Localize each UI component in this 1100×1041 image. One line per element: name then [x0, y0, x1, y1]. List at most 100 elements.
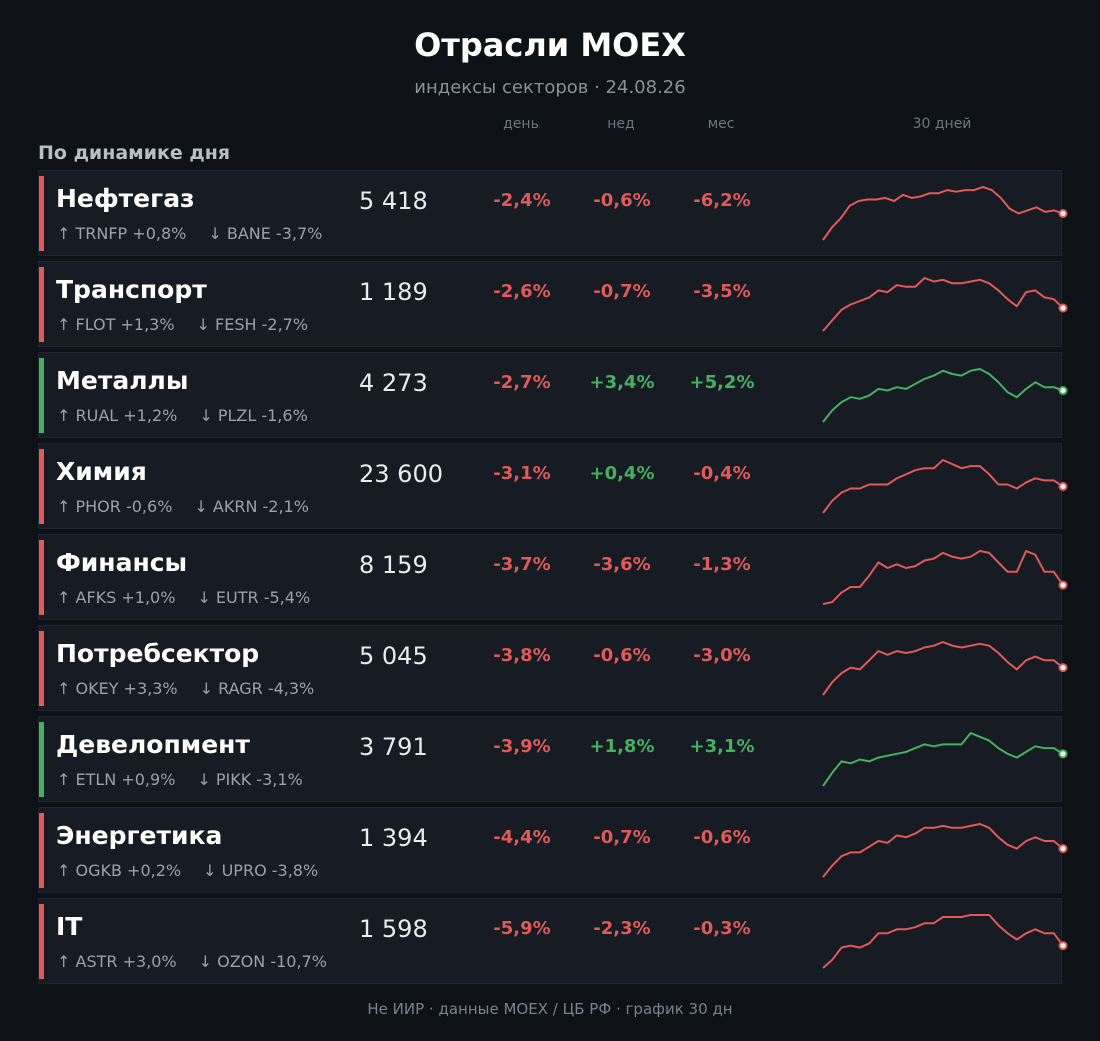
change-week: +0,4%: [589, 463, 655, 484]
trend-bar: [39, 358, 44, 433]
trend-bar: [39, 813, 44, 888]
sparkline-last-point: [1058, 663, 1068, 673]
section-label: По динамике дня: [38, 142, 231, 164]
trend-bar: [39, 176, 44, 251]
top-movers: ↑ RUAL +1,2% ↓ PLZL -1,6%: [57, 406, 308, 425]
column-header-month: мес: [707, 116, 735, 132]
sector-row[interactable]: Нефтегаз ↑ TRNFP +0,8% ↓ BANE -3,7% 5 418 -2…: [38, 170, 1068, 256]
change-day: -2,6%: [493, 281, 551, 302]
change-week: -0,7%: [593, 281, 651, 302]
sector-name: Нефтегаз: [56, 184, 195, 213]
sparkline-path: [822, 368, 1064, 423]
sparkline-path: [822, 277, 1064, 332]
top-loser: ↓ AKRN -2,1%: [194, 497, 309, 516]
change-month: -0,3%: [693, 918, 751, 939]
sector-list: Нефтегаз ↑ TRNFP +0,8% ↓ BANE -3,7% 5 418 -2…: [38, 170, 1068, 989]
sparkline-30-days: [822, 732, 1068, 787]
sparkline-last-point: [1058, 482, 1068, 491]
sector-name: Химия: [56, 457, 147, 486]
trend-bar: [39, 540, 44, 615]
page-subtitle: индексы секторов · 24.08.26: [414, 77, 686, 98]
sector-row[interactable]: Металлы ↑ RUAL +1,2% ↓ PLZL -1,6% 4 273 -2,7…: [38, 352, 1068, 438]
top-loser: ↓ UPRO -3,8%: [203, 861, 319, 880]
sparkline-30-days: [822, 823, 1068, 878]
index-value: 4 273: [359, 369, 428, 397]
trend-bar: [39, 631, 44, 706]
top-gainer: ↑ ASTR +3,0%: [57, 952, 177, 971]
index-value: 5 418: [359, 187, 428, 215]
footer-note: Не ИИР · данные MOEX / ЦБ РФ · график 30…: [367, 1000, 733, 1018]
sparkline-30-days: [822, 368, 1068, 423]
sector-row[interactable]: Транспорт ↑ FLOT +1,3% ↓ FESH -2,7% 1 189 -2…: [38, 261, 1068, 347]
change-day: -3,8%: [493, 645, 551, 666]
change-week: -3,6%: [593, 554, 651, 575]
sector-row[interactable]: Энергетика ↑ OGKB +0,2% ↓ UPRO -3,8% 1 394 -…: [38, 807, 1068, 893]
sparkline-last-point: [1058, 209, 1068, 218]
trend-bar: [39, 904, 44, 979]
change-month: -6,2%: [693, 190, 751, 211]
index-value: 1 189: [359, 278, 428, 306]
change-week: +3,4%: [589, 372, 655, 393]
sparkline-path: [822, 459, 1064, 514]
index-value: 5 045: [359, 642, 428, 670]
top-gainer: ↑ OGKB +0,2%: [57, 861, 182, 880]
trend-bar: [39, 449, 44, 524]
sector-name: Девелопмент: [56, 730, 250, 759]
sparkline-30-days: [822, 186, 1068, 241]
top-gainer: ↑ RUAL +1,2%: [57, 406, 178, 425]
page-title: Отрасли MOEX: [414, 26, 686, 64]
top-gainer: ↑ FLOT +1,3%: [57, 315, 175, 334]
index-value: 1 598: [359, 915, 428, 943]
top-movers: ↑ AFKS +1,0% ↓ EUTR -5,4%: [57, 588, 310, 607]
sparkline-last-point: [1058, 941, 1068, 951]
top-gainer: ↑ TRNFP +0,8%: [57, 224, 187, 243]
change-day: -3,1%: [493, 463, 551, 484]
sparkline-30-days: [822, 459, 1068, 514]
change-week: +1,8%: [589, 736, 655, 757]
change-day: -3,7%: [493, 554, 551, 575]
change-month: -1,3%: [693, 554, 751, 575]
sector-name: Металлы: [56, 366, 189, 395]
change-day: -4,4%: [493, 827, 551, 848]
sparkline-30-days: [822, 914, 1068, 969]
change-month: +5,2%: [689, 372, 755, 393]
sector-row[interactable]: Финансы ↑ AFKS +1,0% ↓ EUTR -5,4% 8 159 -3,7…: [38, 534, 1068, 620]
sector-row[interactable]: Девелопмент ↑ ETLN +0,9% ↓ PIKK -3,1% 3 791…: [38, 716, 1068, 802]
change-month: -3,5%: [693, 281, 751, 302]
index-value: 23 600: [359, 460, 443, 488]
sparkline-30-days: [822, 277, 1068, 332]
top-loser: ↓ BANE -3,7%: [208, 224, 323, 243]
top-movers: ↑ OKEY +3,3% ↓ RAGR -4,3%: [57, 679, 314, 698]
sparkline-path: [822, 732, 1064, 787]
sector-row[interactable]: Химия ↑ PHOR -0,6% ↓ AKRN -2,1% 23 600 -3,1%…: [38, 443, 1068, 529]
sector-name: IT: [56, 912, 83, 941]
index-value: 8 159: [359, 551, 428, 579]
change-month: -3,0%: [693, 645, 751, 666]
top-gainer: ↑ PHOR -0,6%: [57, 497, 173, 516]
change-week: -0,6%: [593, 645, 651, 666]
sparkline-last-point: [1058, 386, 1068, 396]
top-gainer: ↑ ETLN +0,9%: [57, 770, 176, 789]
sparkline-last-point: [1058, 580, 1068, 590]
top-gainer: ↑ AFKS +1,0%: [57, 588, 176, 607]
sector-name: Финансы: [56, 548, 188, 577]
change-day: -2,7%: [493, 372, 551, 393]
sector-row[interactable]: IT ↑ ASTR +3,0% ↓ OZON -10,7% 1 598 -5,9% -2,…: [38, 898, 1068, 984]
sector-name: Потребсектор: [56, 639, 260, 668]
change-month: +3,1%: [689, 736, 755, 757]
sector-row[interactable]: Потребсектор ↑ OKEY +3,3% ↓ RAGR -4,3% 5 04…: [38, 625, 1068, 711]
change-month: -0,6%: [693, 827, 751, 848]
top-loser: ↓ PLZL -1,6%: [199, 406, 308, 425]
sparkline-path: [822, 823, 1064, 878]
top-loser: ↓ PIKK -3,1%: [197, 770, 303, 789]
column-header-week: нед: [607, 116, 635, 132]
change-week: -0,6%: [593, 190, 651, 211]
index-value: 3 791: [359, 733, 428, 761]
sparkline-path: [822, 186, 1064, 241]
column-header-30-days: 30 дней: [912, 116, 972, 132]
sparkline-path: [822, 641, 1064, 696]
change-week: -0,7%: [593, 827, 651, 848]
sector-name: Энергетика: [56, 821, 223, 850]
column-header-day: день: [503, 116, 539, 132]
sparkline-path: [822, 550, 1064, 605]
